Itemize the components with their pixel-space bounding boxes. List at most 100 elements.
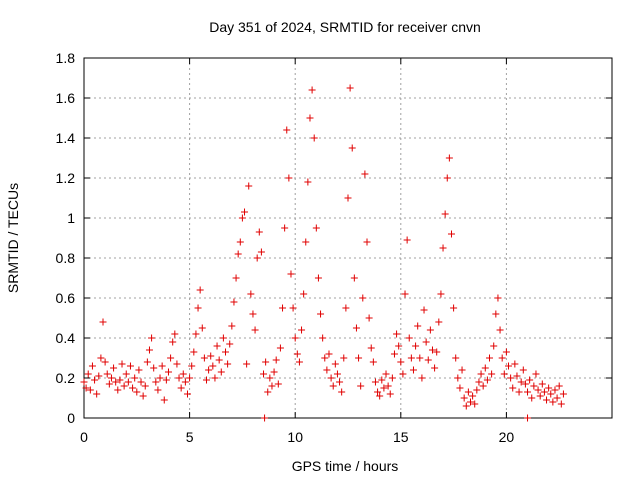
data-point (211, 374, 219, 382)
data-point (236, 238, 244, 246)
data-point (388, 374, 396, 382)
data-point (131, 374, 139, 382)
data-point (268, 382, 276, 390)
data-point (355, 354, 363, 362)
data-point (93, 390, 101, 398)
data-point (82, 384, 90, 392)
data-point (260, 370, 268, 378)
data-point (251, 326, 259, 334)
data-point (439, 244, 447, 252)
data-point (173, 360, 181, 368)
data-point (477, 370, 485, 378)
data-point (262, 358, 270, 366)
data-point (538, 380, 546, 388)
data-point (179, 370, 187, 378)
data-point (116, 376, 124, 384)
x-axis-label: GPS time / hours (292, 458, 399, 474)
data-point (513, 372, 521, 380)
data-point (139, 392, 147, 400)
data-point (255, 228, 263, 236)
data-point (257, 248, 265, 256)
data-point (160, 396, 168, 404)
data-point (205, 366, 213, 374)
data-point (137, 378, 145, 386)
data-point (156, 374, 164, 382)
data-point (175, 374, 183, 382)
data-point (295, 358, 303, 366)
data-point (557, 400, 565, 408)
data-point (441, 210, 449, 218)
data-point (154, 386, 162, 394)
data-point (545, 384, 553, 392)
data-point (177, 384, 185, 392)
data-point (331, 360, 339, 368)
data-point (445, 154, 453, 162)
data-point (357, 382, 365, 390)
data-point (517, 378, 525, 386)
data-point (380, 384, 388, 392)
data-point (553, 394, 561, 402)
data-point (148, 334, 156, 342)
data-point (188, 362, 196, 370)
data-point (412, 342, 420, 350)
data-point (361, 170, 369, 178)
data-point (325, 350, 333, 358)
data-point (213, 342, 221, 350)
data-point (344, 194, 352, 202)
data-point (452, 354, 460, 362)
data-point (126, 362, 134, 370)
axis-ticks: 0 0.2 0.4 0.6 0.8 1 1.2 1.4 1.6 1.8 0 5 10 15 20 (56, 50, 612, 445)
data-point (359, 294, 367, 302)
data-point (409, 366, 417, 374)
data-point (293, 350, 301, 358)
data-point (86, 386, 94, 394)
data-point (241, 208, 249, 216)
data-point (428, 346, 436, 354)
data-point (435, 318, 443, 326)
data-point (414, 322, 422, 330)
data-point (405, 334, 413, 342)
data-point (486, 354, 494, 362)
data-point (509, 384, 517, 392)
y-tick-label: 0.2 (56, 370, 76, 386)
chart-title: Day 351 of 2024, SRMTID for receiver cnv… (209, 19, 481, 35)
data-point (401, 290, 409, 298)
data-point (526, 376, 534, 384)
data-point (384, 382, 392, 390)
data-point (540, 388, 548, 396)
data-point (505, 362, 513, 370)
data-point (378, 376, 386, 384)
data-point (285, 174, 293, 182)
data-point (490, 342, 498, 350)
data-point (418, 374, 426, 382)
data-point (129, 384, 137, 392)
data-point (536, 392, 544, 400)
data-point (365, 314, 373, 322)
data-point (498, 354, 506, 362)
data-point (287, 270, 295, 278)
data-point (456, 384, 464, 392)
data-point (230, 298, 238, 306)
data-point (249, 310, 257, 318)
data-point (283, 126, 291, 134)
data-point (302, 238, 310, 246)
data-point (524, 414, 532, 422)
data-point (500, 370, 508, 378)
data-point (502, 348, 510, 356)
data-point (460, 394, 468, 402)
data-point (496, 326, 504, 334)
data-point (433, 348, 441, 356)
data-point (164, 368, 172, 376)
data-point (515, 388, 523, 396)
data-point (555, 382, 563, 390)
y-tick-label: 1.6 (56, 90, 76, 106)
data-point (317, 310, 325, 318)
data-point (224, 360, 232, 368)
data-point (124, 378, 132, 386)
data-point (424, 356, 432, 364)
data-point (186, 374, 194, 382)
data-point (431, 364, 439, 372)
data-point (133, 388, 141, 396)
data-point (327, 374, 335, 382)
